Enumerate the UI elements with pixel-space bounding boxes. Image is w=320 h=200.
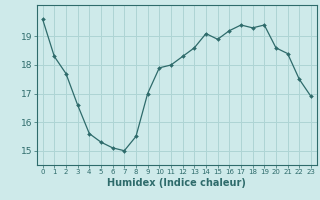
- X-axis label: Humidex (Indice chaleur): Humidex (Indice chaleur): [108, 178, 246, 188]
